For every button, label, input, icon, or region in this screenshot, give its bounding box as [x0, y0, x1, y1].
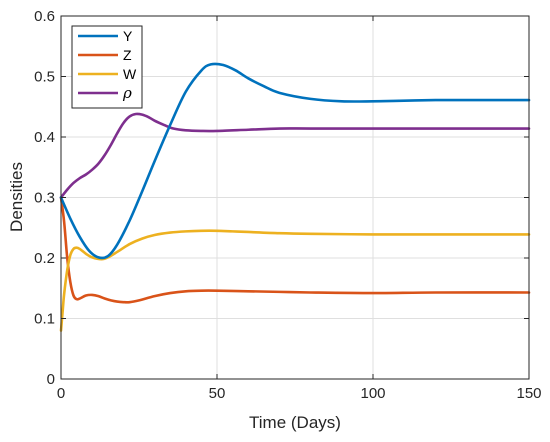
y-tick-label: 0.4 — [34, 129, 55, 146]
legend-label-w: W — [123, 66, 137, 82]
legend-label-y: Y — [123, 28, 133, 44]
series-line-z — [59, 196, 531, 304]
x-tick-label: 50 — [209, 385, 226, 402]
y-tick-label: 0.1 — [34, 311, 55, 328]
ticks — [60, 15, 530, 380]
series-layer — [59, 62, 531, 332]
legend-label-z: Z — [123, 47, 132, 63]
y-tick-label: 0.3 — [34, 190, 55, 207]
series-line-y — [59, 62, 531, 260]
x-tick-label: 0 — [57, 385, 65, 402]
y-tick-label: 0.6 — [34, 8, 55, 25]
y-tick-label: 0 — [47, 371, 55, 388]
x-tick-label: 100 — [360, 385, 385, 402]
series-line-w — [59, 229, 531, 332]
legend-box — [71, 25, 143, 109]
tick-labels: 0 50 100 150 0 0.1 0.2 0.3 0.4 0.5 0.6 — [34, 8, 541, 402]
y-tick-label: 0.5 — [34, 69, 55, 86]
y-axis-label: Densities — [7, 162, 26, 232]
legend-label-rho: ρ — [122, 84, 132, 102]
x-tick-label: 150 — [516, 385, 541, 402]
y-tick-label: 0.2 — [34, 250, 55, 267]
x-axis-label: Time (Days) — [249, 413, 341, 432]
series-line-rho — [59, 112, 531, 199]
